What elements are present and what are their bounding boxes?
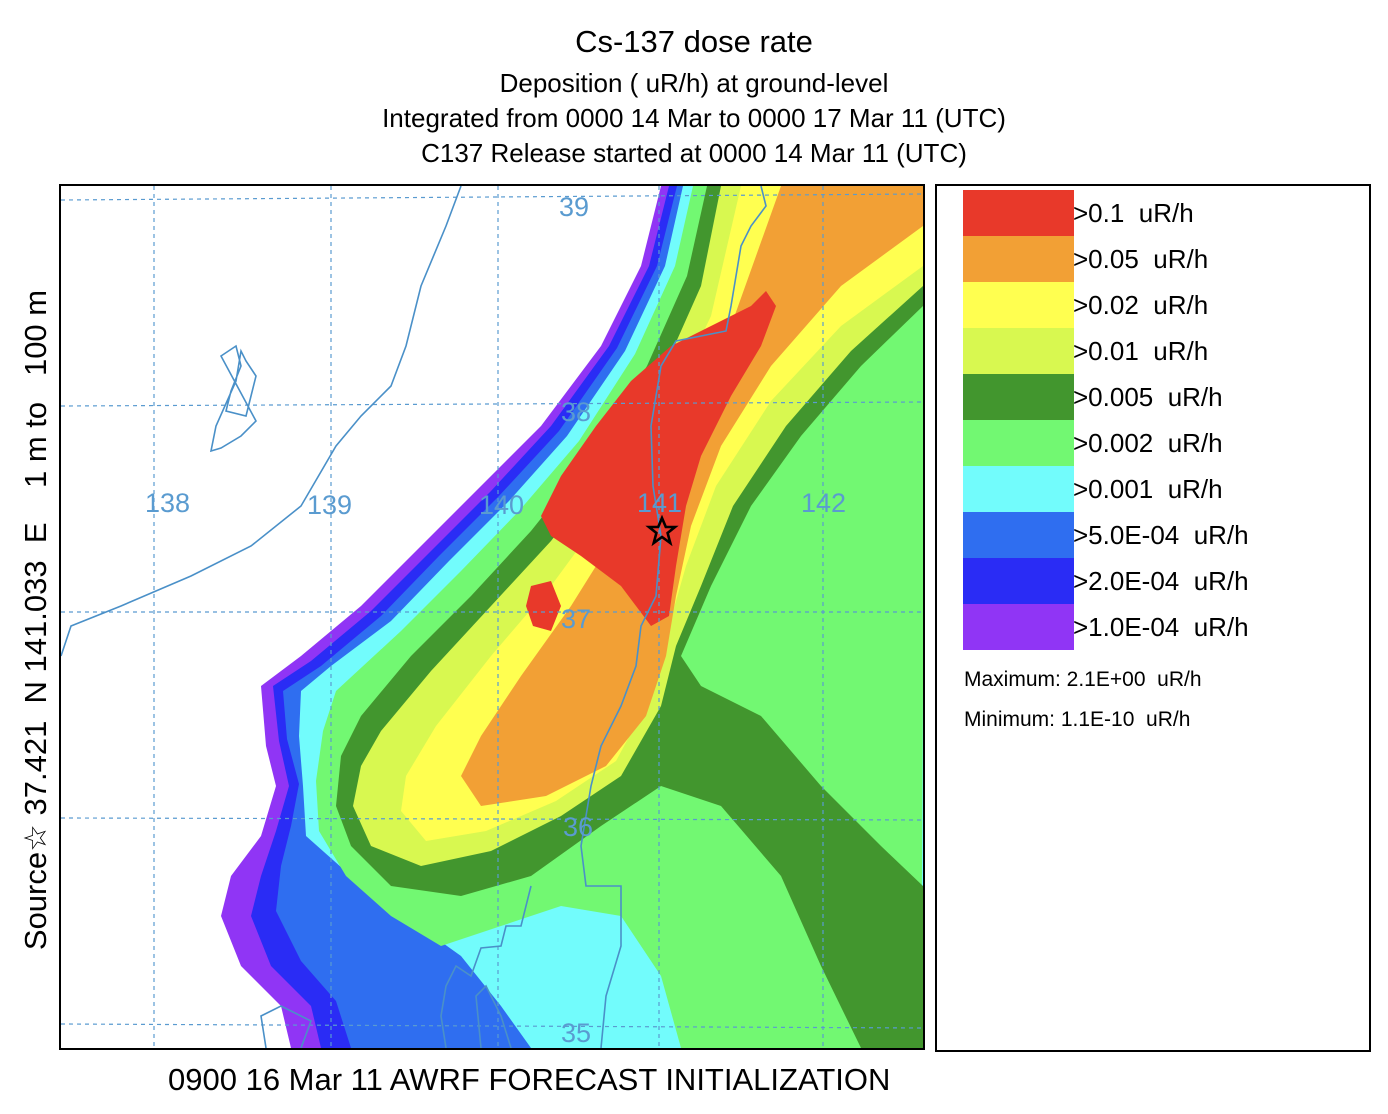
contour-band-1e-01-spot — [526, 581, 561, 631]
lat-label: 35 — [561, 1018, 591, 1048]
chart-title: Cs-137 dose rate — [575, 24, 813, 59]
lon-label: 141 — [637, 488, 682, 518]
forecast-initialization-label: 0900 16 Mar 11 AWRF FORECAST INITIALIZAT… — [168, 1062, 891, 1097]
lat-label: 36 — [563, 812, 593, 842]
legend-swatch — [963, 190, 1074, 236]
legend-swatch — [963, 420, 1074, 466]
map-canvas: 138 139 140 141 142 39 38 37 36 35 — [61, 186, 923, 1048]
lat-label: 37 — [561, 604, 591, 634]
lon-label: 140 — [479, 490, 524, 520]
legend-swatch — [963, 282, 1074, 328]
source-label: Source☆ 37.421 N 141.033 E 1 m to 100 m — [18, 289, 53, 951]
legend-swatch — [963, 466, 1074, 512]
legend-minimum: Minimum: 1.1E-10 uR/h — [964, 708, 1191, 731]
lat-label: 38 — [561, 397, 591, 427]
legend-label: >0.01 uR/h — [1073, 336, 1209, 366]
legend-label: >5.0E-04 uR/h — [1073, 520, 1249, 550]
legend-label: >0.005 uR/h — [1073, 382, 1223, 412]
legend-label: >0.002 uR/h — [1073, 428, 1223, 458]
lon-label: 139 — [307, 490, 352, 520]
dose-contours — [221, 186, 923, 1048]
legend-swatch — [963, 558, 1074, 604]
map-panel[interactable]: 138 139 140 141 142 39 38 37 36 35 — [59, 184, 925, 1050]
legend-label: >2.0E-04 uR/h — [1073, 566, 1249, 596]
legend-label: >1.0E-04 uR/h — [1073, 612, 1249, 642]
contour-band-5e-02 — [461, 186, 923, 806]
legend-panel: >0.1 uR/h >0.05 uR/h >0.02 uR/h >0.01 uR/h >… — [935, 184, 1371, 1052]
grid-labels: 138 139 140 141 142 39 38 37 36 35 — [145, 192, 846, 1048]
legend-label: >0.001 uR/h — [1073, 474, 1223, 504]
subtitle-line: Deposition ( uR/h) at ground-level — [499, 68, 889, 98]
legend-swatch — [963, 604, 1074, 650]
legend-label: >0.05 uR/h — [1073, 244, 1209, 274]
legend-label: >0.1 uR/h — [1073, 198, 1194, 228]
legend-swatch — [963, 512, 1074, 558]
legend-swatch — [963, 236, 1074, 282]
lat-label: 39 — [559, 192, 589, 222]
legend-maximum: Maximum: 2.1E+00 uR/h — [964, 668, 1202, 691]
legend-swatch — [963, 328, 1074, 374]
star-icon — [645, 514, 679, 547]
subtitle-line: C137 Release started at 0000 14 Mar 11 (… — [421, 138, 967, 168]
coastline — [61, 186, 767, 1048]
lon-label: 142 — [801, 488, 846, 518]
lon-label: 138 — [145, 488, 190, 518]
legend-label: >0.02 uR/h — [1073, 290, 1209, 320]
subtitle-line: Integrated from 0000 14 Mar to 0000 17 M… — [382, 103, 1006, 133]
legend-swatch — [963, 374, 1074, 420]
